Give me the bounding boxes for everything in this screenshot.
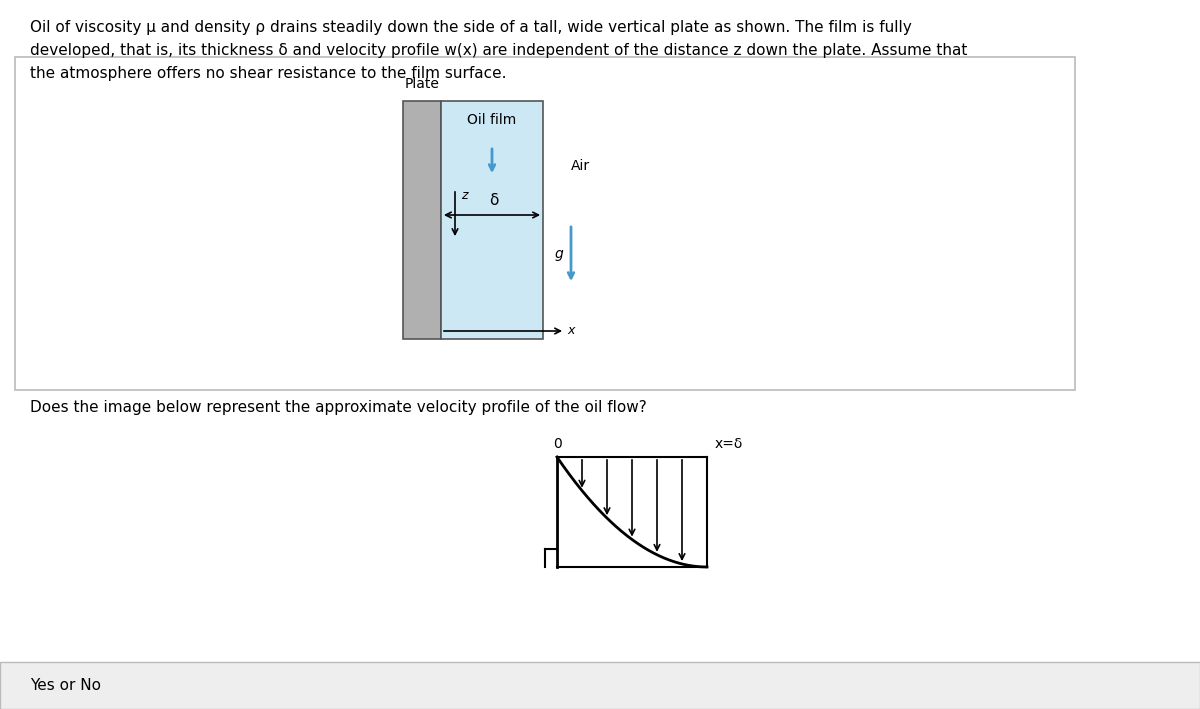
- Text: x=δ: x=δ: [715, 437, 743, 451]
- Text: g: g: [554, 247, 563, 261]
- Text: Plate: Plate: [404, 77, 439, 91]
- Text: x: x: [568, 325, 575, 337]
- Bar: [403, 101, 442, 339]
- Text: Oil of viscosity μ and density ρ drains steadily down the side of a tall, wide v: Oil of viscosity μ and density ρ drains …: [30, 20, 967, 81]
- Text: Does the image below represent the approximate velocity profile of the oil flow?: Does the image below represent the appro…: [30, 400, 647, 415]
- Bar: [0, 662, 1200, 709]
- Text: Oil film: Oil film: [467, 113, 517, 127]
- Bar: [442, 101, 542, 339]
- Text: 0: 0: [553, 437, 562, 451]
- Text: z: z: [461, 189, 468, 202]
- Text: δ: δ: [490, 193, 499, 208]
- Text: Yes or No: Yes or No: [30, 679, 101, 693]
- Text: Air: Air: [571, 159, 590, 173]
- Bar: [14, 57, 1075, 390]
